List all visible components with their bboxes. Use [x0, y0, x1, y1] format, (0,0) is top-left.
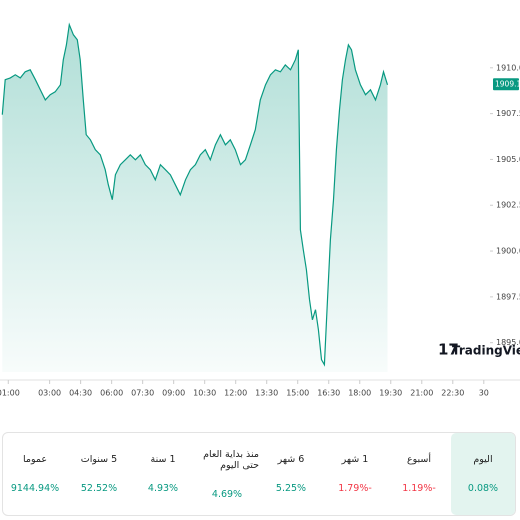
y-tick-label: 1907.50	[496, 109, 520, 118]
period-label: عموما	[22, 454, 48, 465]
period-change: 1.19%-	[402, 483, 436, 494]
period-label: منذ بداية العام حتى اليوم	[203, 448, 259, 471]
x-tick-label: 16:30	[317, 389, 340, 398]
x-tick-label: 07:30	[131, 389, 154, 398]
x-tick-label: 18:00	[348, 389, 371, 398]
period-label: اليوم	[473, 454, 493, 465]
x-tick-label: 09:00	[162, 389, 185, 398]
watermark: TradingView	[452, 344, 520, 358]
period-cell[interactable]: 1 شهر 1.79%-	[323, 433, 387, 515]
period-label: 1 شهر	[341, 454, 369, 465]
y-tick-label: 1897.50	[496, 292, 520, 301]
x-tick-label: 30	[479, 389, 489, 398]
period-change: 4.69%	[211, 488, 243, 500]
period-cell[interactable]: منذ بداية العام حتى اليوم 4.69%	[195, 433, 259, 515]
period-change: 52.52%	[80, 483, 118, 494]
period-label: 5 سنوات	[80, 454, 118, 465]
x-tick-label: 01:00	[0, 389, 20, 398]
period-change: 4.93%	[147, 483, 179, 494]
period-label: 6 شهر	[277, 454, 305, 465]
period-cell[interactable]: 6 شهر 5.25%	[259, 433, 323, 515]
period-change: 0.08%	[467, 483, 499, 494]
last-price-label: 1909.10	[495, 79, 520, 88]
x-tick-label: 12:00	[224, 389, 247, 398]
x-tick-label: 06:00	[100, 389, 123, 398]
period-cell[interactable]: عموما 9144.94%	[3, 433, 67, 515]
area-fill	[2, 24, 388, 372]
performance-bar: اليوم 0.08% أسبوع 1.19%- 1 شهر 1.79%- 6 شهر 5.2…	[2, 432, 516, 516]
period-cell[interactable]: 1 سنة 4.93%	[131, 433, 195, 515]
y-tick-label: 1895.00	[496, 338, 520, 347]
y-tick-label: 1905.00	[496, 155, 520, 164]
period-cell[interactable]: أسبوع 1.19%-	[387, 433, 451, 515]
y-tick-label: 1900.00	[496, 247, 520, 256]
logo-mark: 𝟭𝟳	[438, 341, 459, 359]
period-cell[interactable]: اليوم 0.08%	[451, 433, 515, 515]
x-tick-label: 21:00	[410, 389, 433, 398]
x-tick-label: 19:30	[379, 389, 402, 398]
x-tick-label: 15:00	[286, 389, 309, 398]
x-tick-label: 03:00	[38, 389, 61, 398]
y-tick-label: 1902.50	[496, 201, 520, 210]
x-tick-label: 13:30	[255, 389, 278, 398]
period-change: 9144.94%	[10, 483, 60, 494]
x-tick-label: 10:30	[193, 389, 216, 398]
chart: 𝟭𝟳 TradingView 1895.00 1897.50 1900.00 1902…	[0, 22, 520, 398]
price-line	[1, 22, 389, 367]
period-change: 5.25%	[275, 483, 307, 494]
period-label: 1 سنة	[150, 454, 176, 465]
last-price-box	[493, 78, 519, 91]
period-change: 1.79%-	[338, 483, 372, 494]
period-label: أسبوع	[406, 454, 432, 465]
y-tick-label: 1910.00	[496, 63, 520, 72]
period-cell[interactable]: 5 سنوات 52.52%	[67, 433, 131, 515]
x-tick-label: 04:30	[69, 389, 92, 398]
x-tick-label: 22:30	[441, 389, 464, 398]
